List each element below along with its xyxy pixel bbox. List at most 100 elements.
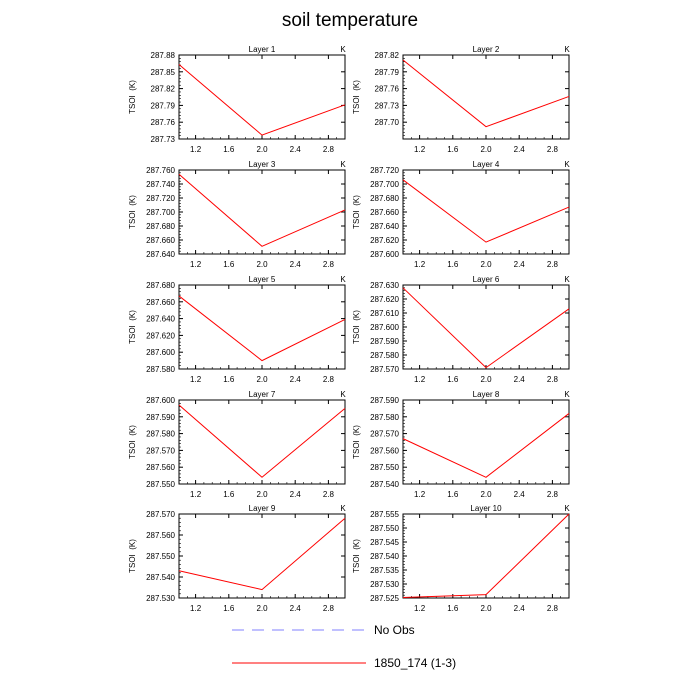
panel-layer-2: Layer 2 K TSOI (K) 1.2 1.6 2.0 2.4 2.8 287.70 287…: [352, 45, 570, 154]
x-tick-label-layer-1: 2.4: [290, 145, 302, 154]
panel-frame-layer-3: [178, 169, 346, 255]
panel-title-layer-9: Layer 9: [249, 504, 276, 513]
y-tick-label-layer-7: 287.600: [146, 396, 175, 405]
panel-frame-layer-4: [402, 169, 570, 255]
panel-layer-8: Layer 8 K TSOI (K) 1.2 1.6 2.0 2.4 2.8 287.540 28…: [352, 390, 570, 499]
y-axis-label-layer-1: TSOI (K): [128, 80, 137, 114]
series-line-layer-5: [178, 295, 346, 362]
y-tick-label-layer-5: 287.660: [146, 298, 175, 307]
panel-layer-10: Layer 10 K TSOI (K) 1.2 1.6 2.0 2.4 2.8 287.525 2…: [352, 504, 570, 613]
y-axis-label-layer-8: TSOI (K): [352, 425, 361, 459]
x-tick-label-layer-4: 1.2: [414, 260, 426, 269]
y-tick-label-layer-4: 287.620: [370, 236, 399, 245]
units-label-layer-10: K: [564, 504, 570, 513]
series-line-layer-10: [402, 513, 570, 598]
y-tick-label-layer-2: 287.73: [375, 101, 400, 110]
y-axis-label-layer-10: TSOI (K): [352, 539, 361, 573]
legend-label-no-obs: No Obs: [374, 623, 415, 637]
y-tick-label-layer-10: 287.540: [370, 552, 399, 561]
x-tick-label-layer-9: 2.4: [290, 604, 302, 613]
series-line-layer-2: [402, 59, 570, 128]
x-tick-label-layer-6: 2.8: [547, 375, 559, 384]
y-tick-label-layer-3: 287.680: [146, 222, 175, 231]
y-tick-label-layer-10: 287.555: [370, 510, 399, 519]
series-line-layer-8: [402, 413, 570, 478]
y-tick-label-layer-10: 287.530: [370, 580, 399, 589]
y-axis-label-layer-6: TSOI (K): [352, 310, 361, 344]
x-tick-label-layer-4: 2.4: [514, 260, 526, 269]
panel-title-layer-7: Layer 7: [249, 390, 276, 399]
panel-title-layer-10: Layer 10: [470, 504, 502, 513]
y-tick-label-layer-6: 287.630: [370, 281, 399, 290]
y-tick-label-layer-7: 287.590: [146, 413, 175, 422]
x-tick-label-layer-8: 2.0: [480, 490, 492, 499]
x-tick-label-layer-9: 1.6: [223, 604, 235, 613]
x-tick-label-layer-3: 2.0: [256, 260, 268, 269]
panel-frame-layer-5: [178, 284, 346, 370]
units-label-layer-4: K: [564, 160, 570, 169]
x-tick-label-layer-6: 1.2: [414, 375, 426, 384]
x-tick-label-layer-10: 2.8: [547, 604, 559, 613]
units-label-layer-8: K: [564, 390, 570, 399]
y-tick-label-layer-2: 287.70: [375, 118, 400, 127]
panel-layer-9: Layer 9 K TSOI (K) 1.2 1.6 2.0 2.4 2.8 287.530 28…: [128, 504, 346, 613]
y-tick-label-layer-9: 287.570: [146, 510, 175, 519]
y-tick-label-layer-9: 287.560: [146, 531, 175, 540]
units-label-layer-2: K: [564, 45, 570, 54]
y-tick-label-layer-7: 287.560: [146, 463, 175, 472]
y-tick-label-layer-10: 287.545: [370, 538, 399, 547]
y-tick-label-layer-4: 287.600: [370, 250, 399, 259]
y-tick-label-layer-6: 287.610: [370, 309, 399, 318]
y-tick-label-layer-9: 287.530: [146, 594, 175, 603]
y-axis-label-layer-4: TSOI (K): [352, 195, 361, 229]
y-tick-label-layer-6: 287.620: [370, 295, 399, 304]
x-tick-label-layer-1: 1.6: [223, 145, 235, 154]
panel-title-layer-1: Layer 1: [249, 45, 276, 54]
x-tick-label-layer-7: 1.6: [223, 490, 235, 499]
y-tick-label-layer-4: 287.660: [370, 208, 399, 217]
y-tick-label-layer-1: 287.82: [151, 85, 176, 94]
y-axis-label-layer-5: TSOI (K): [128, 310, 137, 344]
panel-title-layer-2: Layer 2: [473, 45, 500, 54]
x-tick-label-layer-2: 1.6: [447, 145, 459, 154]
units-label-layer-5: K: [340, 275, 346, 284]
units-label-layer-9: K: [340, 504, 346, 513]
y-tick-label-layer-8: 287.590: [370, 396, 399, 405]
units-label-layer-6: K: [564, 275, 570, 284]
x-tick-label-layer-6: 2.0: [480, 375, 492, 384]
x-tick-label-layer-5: 2.8: [323, 375, 335, 384]
panel-layer-1: Layer 1 K TSOI (K) 1.2 1.6 2.0 2.4 2.8 287.73 287…: [128, 45, 346, 154]
x-tick-label-layer-8: 2.4: [514, 490, 526, 499]
series-line-layer-1: [178, 64, 346, 136]
y-tick-label-layer-5: 287.600: [146, 348, 175, 357]
x-tick-label-layer-7: 2.4: [290, 490, 302, 499]
y-tick-label-layer-10: 287.550: [370, 524, 399, 533]
series-line-layer-7: [178, 404, 346, 478]
x-tick-label-layer-4: 2.8: [547, 260, 559, 269]
x-tick-label-layer-7: 1.2: [190, 490, 202, 499]
panel-frame-layer-10: [402, 513, 570, 599]
y-tick-label-layer-8: 287.580: [370, 413, 399, 422]
y-tick-label-layer-7: 287.570: [146, 446, 175, 455]
series-line-layer-4: [402, 179, 570, 243]
y-tick-label-layer-5: 287.640: [146, 315, 175, 324]
y-tick-label-layer-5: 287.620: [146, 331, 175, 340]
x-tick-label-layer-6: 1.6: [447, 375, 459, 384]
y-tick-label-layer-4: 287.720: [370, 166, 399, 175]
y-tick-label-layer-10: 287.535: [370, 566, 399, 575]
legend: No Obs 1850_174 (1-3): [232, 623, 456, 670]
x-tick-label-layer-7: 2.0: [256, 490, 268, 499]
y-tick-label-layer-3: 287.760: [146, 166, 175, 175]
units-label-layer-1: K: [340, 45, 346, 54]
x-tick-label-layer-10: 1.6: [447, 604, 459, 613]
y-tick-label-layer-6: 287.580: [370, 351, 399, 360]
panel-layer-7: Layer 7 K TSOI (K) 1.2 1.6 2.0 2.4 2.8 287.550 28…: [128, 390, 346, 499]
y-tick-label-layer-7: 287.580: [146, 430, 175, 439]
x-tick-label-layer-2: 2.4: [514, 145, 526, 154]
y-tick-label-layer-9: 287.550: [146, 552, 175, 561]
x-tick-label-layer-5: 2.0: [256, 375, 268, 384]
x-tick-label-layer-2: 2.8: [547, 145, 559, 154]
y-tick-label-layer-4: 287.700: [370, 180, 399, 189]
y-tick-label-layer-8: 287.560: [370, 446, 399, 455]
y-tick-label-layer-6: 287.600: [370, 323, 399, 332]
